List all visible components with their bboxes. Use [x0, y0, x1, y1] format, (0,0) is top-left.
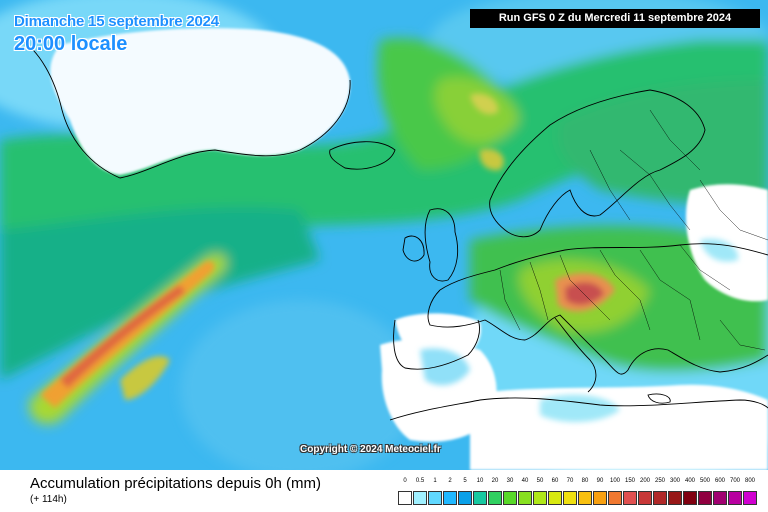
precip-color-legend: 0 0.5 1 2 5 10 20 30 40 50 60 70 80 90 100 150 200 250 300…: [398, 478, 758, 505]
legend-swatch: [563, 491, 577, 505]
legend-swatch: [728, 491, 742, 505]
legend-swatch: [443, 491, 457, 505]
legend-label: 20: [491, 478, 499, 484]
land-light-precip: [420, 238, 739, 422]
legend-swatch: [713, 491, 727, 505]
legend-label: 30: [506, 478, 514, 484]
legend-swatch: [398, 491, 412, 505]
legend-swatch: [743, 491, 757, 505]
legend-swatch: [638, 491, 652, 505]
legend-swatch: [548, 491, 562, 505]
legend-label: 500: [699, 478, 710, 484]
legend-label: 40: [521, 478, 529, 484]
legend-swatch: [503, 491, 517, 505]
legend-label: 300: [669, 478, 680, 484]
legend-labels: 0 0.5 1 2 5 10 20 30 40 50 60 70 80 90 100 150 200 250 300…: [398, 478, 758, 488]
legend-label: 1: [433, 478, 437, 484]
precipitation-map: [0, 0, 768, 470]
legend-swatch: [668, 491, 682, 505]
legend-label: 800: [744, 478, 755, 484]
legend-label: 60: [551, 478, 559, 484]
legend-label: 50: [536, 478, 544, 484]
legend-label: 600: [714, 478, 725, 484]
legend-label: 200: [639, 478, 650, 484]
legend-swatch: [488, 491, 502, 505]
legend-swatch: [653, 491, 667, 505]
legend-label: 0: [403, 478, 407, 484]
legend-swatch: [428, 491, 442, 505]
forecast-time-label: 20:00 locale: [14, 33, 128, 55]
land-dry-areas: [50, 28, 768, 470]
legend-label: 150: [624, 478, 635, 484]
map-parameter-title: Accumulation précipitations depuis 0h (m…: [30, 475, 321, 492]
precip-field-heavy: [40, 93, 615, 408]
legend-swatch: [578, 491, 592, 505]
legend-swatch: [623, 491, 637, 505]
legend-swatch: [533, 491, 547, 505]
legend-swatch: [593, 491, 607, 505]
precipitation-map-svg: [0, 0, 768, 470]
legend-label: 70: [566, 478, 574, 484]
legend-swatch: [413, 491, 427, 505]
country-borders: [499, 109, 768, 351]
forecast-hour-label: (+ 114h): [30, 494, 67, 505]
forecast-date-label: Dimanche 15 septembre 2024: [14, 13, 219, 30]
legend-swatch: [473, 491, 487, 505]
legend-swatch: [608, 491, 622, 505]
legend-label: 5: [463, 478, 467, 484]
legend-label: 400: [684, 478, 695, 484]
legend-label: 700: [729, 478, 740, 484]
copyright-label: Copyright © 2024 Meteociel.fr: [300, 444, 441, 455]
legend-swatch: [458, 491, 472, 505]
legend-swatch: [518, 491, 532, 505]
legend-swatch: [698, 491, 712, 505]
legend-label: 0.5: [415, 478, 425, 484]
legend-label: 80: [581, 478, 589, 484]
legend-swatches: [398, 491, 758, 505]
legend-label: 250: [654, 478, 665, 484]
legend-label: 2: [448, 478, 452, 484]
coastlines: [17, 37, 768, 421]
legend-label: 100: [609, 478, 620, 484]
legend-swatch: [683, 491, 697, 505]
legend-label: 10: [476, 478, 484, 484]
legend-label: 90: [596, 478, 604, 484]
model-run-label: Run GFS 0 Z du Mercredi 11 septembre 202…: [470, 9, 760, 28]
